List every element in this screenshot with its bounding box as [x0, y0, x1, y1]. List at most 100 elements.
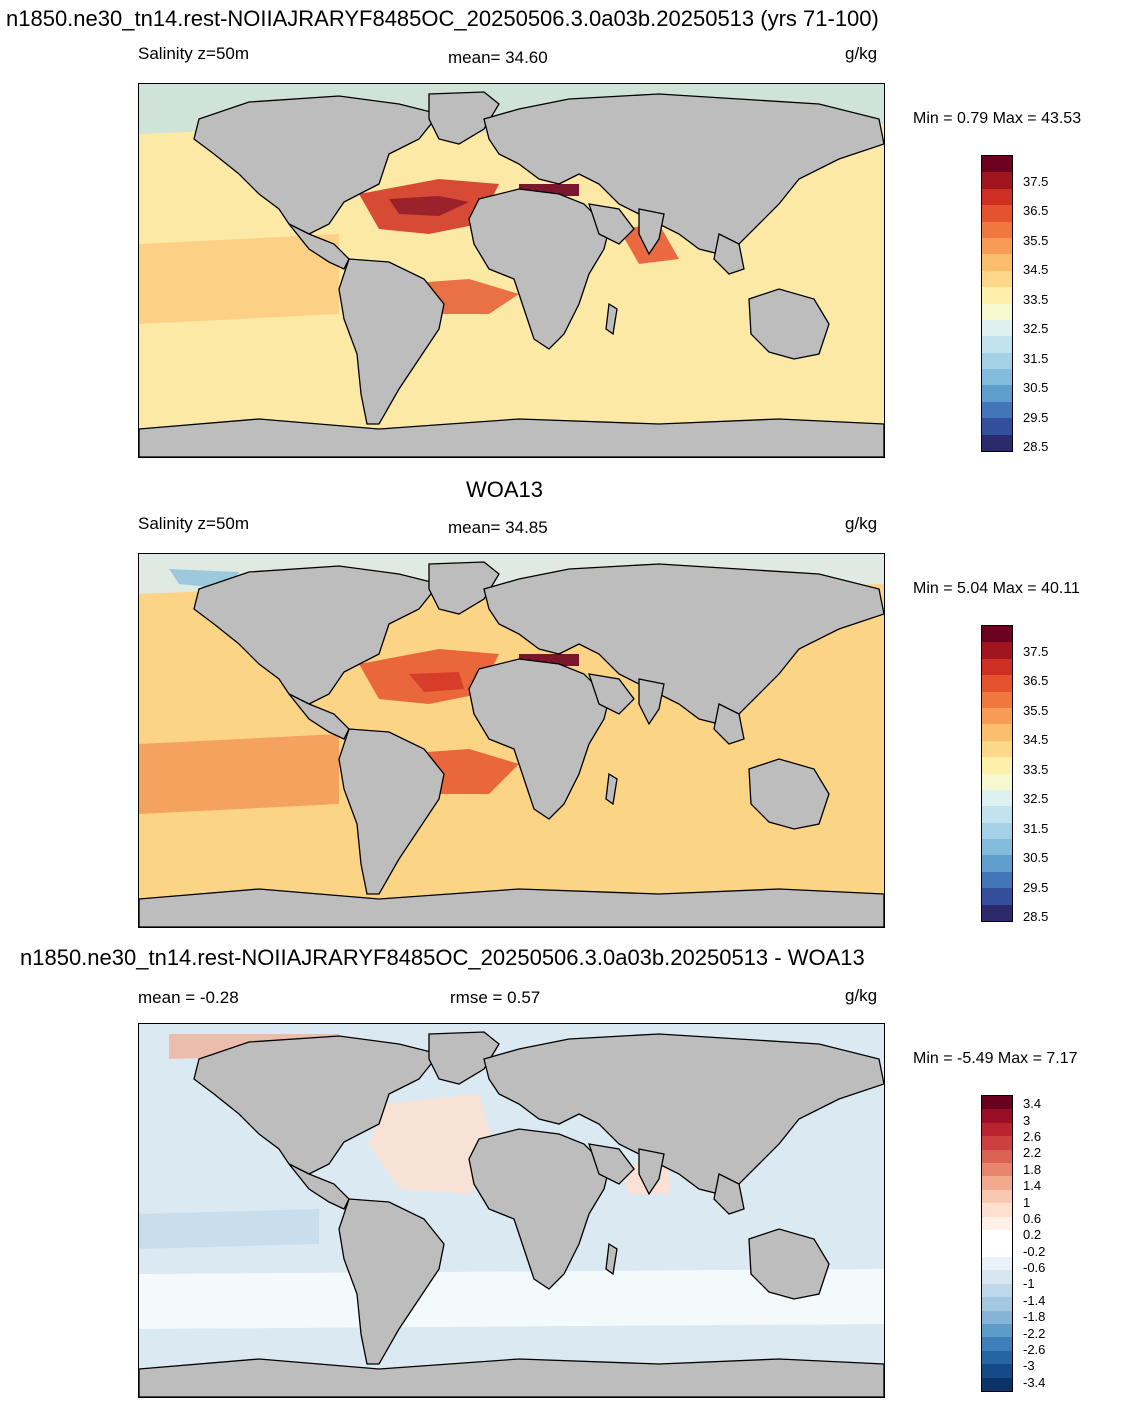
land-mass	[338, 728, 445, 895]
panel1-units-label: g/kg	[845, 44, 878, 63]
colorbar-tick-label: -2.2	[1023, 1325, 1046, 1341]
field-region	[139, 1269, 884, 1329]
colorbar-swatch	[982, 757, 1012, 774]
colorbar-swatch	[982, 172, 1012, 190]
field-region	[139, 734, 339, 814]
land-mass	[139, 418, 884, 457]
panel1-mean-label: mean= 34.60	[448, 48, 548, 67]
colorbar-swatch	[982, 806, 1012, 824]
colorbar-tick-label: 3.4	[1023, 1096, 1042, 1112]
colorbar-tick-label: -1.4	[1023, 1292, 1046, 1308]
land-mass	[139, 888, 884, 927]
panel1-map	[138, 83, 885, 458]
colorbar-swatch	[982, 1256, 1012, 1271]
land-mass	[748, 288, 830, 360]
colorbar-swatch	[982, 205, 1012, 223]
colorbar-tick-label: 35.5	[1023, 702, 1049, 718]
land-mass	[428, 1031, 500, 1085]
colorbar-swatch	[982, 1216, 1012, 1231]
colorbar-tick-label: -0.2	[1023, 1243, 1046, 1259]
colorbar-swatch	[982, 1136, 1012, 1151]
land-mass	[288, 223, 350, 270]
land-mass	[638, 678, 665, 726]
colorbar-tick-label: 28.5	[1023, 439, 1049, 455]
field-region	[139, 1209, 319, 1249]
colorbar-swatch	[982, 1310, 1012, 1325]
colorbar-swatch	[982, 287, 1012, 304]
colorbar-swatch	[982, 675, 1012, 693]
colorbar-swatch	[982, 270, 1012, 288]
colorbar-swatch	[982, 237, 1012, 255]
colorbar-swatch	[982, 724, 1012, 742]
land-mass	[338, 258, 445, 425]
panel2-variable-label: Salinity z=50m	[138, 514, 250, 533]
colorbar-swatch	[982, 254, 1012, 272]
land-mass	[288, 693, 350, 740]
colorbar-swatch	[982, 1337, 1012, 1352]
land-mass	[605, 302, 618, 336]
field-region	[139, 234, 339, 324]
colorbar-swatch	[982, 385, 1012, 403]
colorbar-swatch	[982, 1270, 1012, 1285]
colorbar-tick-label: 36.5	[1023, 203, 1049, 219]
colorbar-swatch	[982, 418, 1012, 436]
colorbar-swatch	[982, 319, 1012, 337]
land-mass	[428, 91, 500, 145]
colorbar-swatch	[982, 1149, 1012, 1164]
land-mass	[588, 1143, 635, 1185]
colorbar-swatch	[982, 707, 1012, 725]
colorbar-tick-label: 33.5	[1023, 761, 1049, 777]
colorbar-tick-label: -2.6	[1023, 1342, 1046, 1358]
land-mass	[288, 1163, 350, 1210]
land-mass	[748, 1228, 830, 1300]
colorbar-tick-label: -1.8	[1023, 1309, 1046, 1325]
colorbar-swatch	[982, 740, 1012, 758]
colorbar-tick-label: 2.6	[1023, 1128, 1042, 1144]
land-mass	[468, 188, 610, 350]
colorbar-swatch	[982, 1176, 1012, 1191]
colorbar-tick-label: 32.5	[1023, 321, 1049, 337]
panel2-map	[138, 553, 885, 928]
panel3-units-label: g/kg	[845, 986, 878, 1005]
land-mass	[588, 673, 635, 715]
colorbar-tick-label: 31.5	[1023, 350, 1049, 366]
panel1-minmax-label: Min = 0.79 Max = 43.53	[913, 110, 1082, 127]
colorbar-tick-label: 33.5	[1023, 291, 1049, 307]
colorbar-swatch	[982, 839, 1012, 856]
panel3-mean-label: mean = -0.28	[138, 988, 239, 1007]
colorbar-tick-label: -0.6	[1023, 1260, 1046, 1276]
colorbar-tick-label: 37.5	[1023, 173, 1049, 189]
colorbar-swatch	[982, 336, 1012, 354]
panel2-mean-label: mean= 34.85	[448, 518, 548, 537]
land-mass	[748, 758, 830, 830]
colorbar-swatch	[982, 1323, 1012, 1338]
land-mass	[428, 561, 500, 615]
panel3-rmse-label: rmse = 0.57	[450, 988, 541, 1007]
colorbar-swatch	[982, 1377, 1012, 1392]
colorbar-swatch	[982, 871, 1012, 889]
colorbar-tick-label: 0.6	[1023, 1210, 1042, 1226]
colorbar-swatch	[982, 1189, 1012, 1204]
colorbar-swatch	[982, 1350, 1012, 1365]
colorbar-tick-label: 34.5	[1023, 732, 1049, 748]
land-mass	[468, 1128, 610, 1290]
colorbar-tick-label: 32.5	[1023, 791, 1049, 807]
colorbar-swatch	[982, 1109, 1012, 1124]
land-mass	[638, 208, 665, 256]
colorbar-swatch	[982, 1163, 1012, 1177]
colorbar-swatch	[982, 626, 1012, 643]
colorbar-swatch	[982, 221, 1012, 239]
colorbar-tick-label: 29.5	[1023, 409, 1049, 425]
colorbar-tick-label: 36.5	[1023, 673, 1049, 689]
colorbar-swatch	[982, 658, 1012, 676]
land-mass	[605, 1242, 618, 1276]
land-mass	[713, 703, 745, 745]
panel3-map	[138, 1023, 885, 1398]
panel2-title: WOA13	[466, 477, 544, 502]
colorbar-tick-label: -3.4	[1023, 1374, 1046, 1390]
colorbar-swatch	[982, 1283, 1012, 1298]
colorbar-tick-label: 34.5	[1023, 262, 1049, 278]
panel3-minmax-label: Min = -5.49 Max = 7.17	[913, 1050, 1078, 1067]
colorbar-swatch	[982, 303, 1012, 321]
colorbar-swatch	[982, 1203, 1012, 1218]
